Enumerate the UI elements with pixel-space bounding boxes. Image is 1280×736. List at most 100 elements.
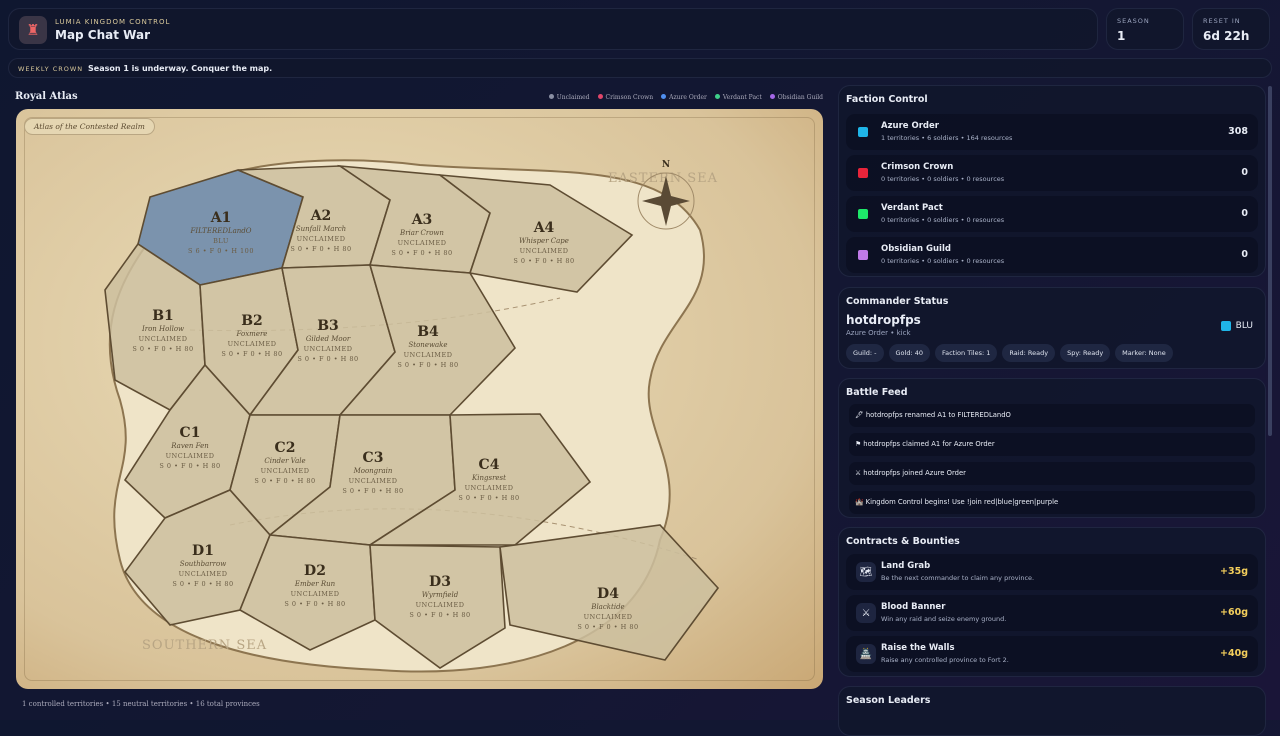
map-footer: 1 controlled territories • 15 neutral te… xyxy=(22,700,260,708)
faction-row: Obsidian Guild 0 territories • 0 soldiers… xyxy=(846,237,1258,273)
faction-row: Verdant Pact 0 territories • 0 soldiers •… xyxy=(846,196,1258,232)
territory-stats: S 6 • F 0 • H 100 xyxy=(188,247,254,255)
map-legend: Unclaimed Crimson Crown Azure Order Verdant… xyxy=(548,94,823,101)
territory-name: FILTEREDLandO xyxy=(189,227,251,235)
faction-row: Azure Order 1 territories • 6 soldiers • … xyxy=(846,114,1258,150)
territory-shape[interactable] xyxy=(499,524,720,661)
territory-shape[interactable] xyxy=(369,544,506,669)
panel-title: Battle Feed xyxy=(846,387,908,398)
territory-stats: S 0 • F 0 • H 80 xyxy=(254,477,315,485)
sea-label-south: SOUTHERN SEA xyxy=(142,638,267,653)
commander-name: hotdropfps xyxy=(846,313,921,327)
faction-name: Obsidian Guild xyxy=(881,244,951,254)
compass-icon: N xyxy=(637,160,695,230)
team-swatch xyxy=(1220,321,1231,331)
contract-row: ⚔ Blood Banner Win any raid and seize enem… xyxy=(846,595,1258,631)
status-chip: Gold: 40 xyxy=(888,344,930,362)
territory-id: A1 xyxy=(210,210,232,226)
feed-text: hotdropfps joined Azure Order xyxy=(863,469,966,477)
feed-icon: 🖋 xyxy=(855,411,864,419)
contract-name: Raise the Walls xyxy=(881,643,955,653)
panel-title: Contracts & Bounties xyxy=(846,536,960,547)
territory-id: B3 xyxy=(317,318,339,334)
territory-stats: S 0 • F 0 • H 80 xyxy=(297,355,358,363)
legend-item: Azure Order xyxy=(661,94,707,101)
territory-owner: UNCLAIMED xyxy=(304,345,353,353)
feed-item: 🖋 hotdropfps renamed A1 to FILTEREDLandO xyxy=(849,404,1255,427)
territory-shape[interactable] xyxy=(437,173,634,293)
territory-stats: S 0 • F 0 • H 80 xyxy=(342,487,403,495)
stat-value: 1 xyxy=(1117,29,1126,43)
territory-name: Raven Fen xyxy=(170,442,209,450)
battle-feed-panel: Battle Feed 🖋 hotdropfps renamed A1 to F… xyxy=(838,378,1266,518)
compass-north: N xyxy=(662,160,670,170)
fortress-icon: 🏯 xyxy=(856,644,876,664)
territory-id: D3 xyxy=(429,574,451,590)
reset-stat: RESET IN 6d 22h xyxy=(1192,8,1270,50)
territory-id: D1 xyxy=(192,543,214,559)
territory-name: Kingsrest xyxy=(471,474,506,482)
faction-swatch xyxy=(858,168,868,178)
faction-swatch xyxy=(858,127,868,137)
contract-reward: +40g xyxy=(1220,648,1248,659)
stat-value: 6d 22h xyxy=(1203,29,1250,43)
scrollbar[interactable] xyxy=(1268,86,1272,436)
panel-title: Commander Status xyxy=(846,296,949,307)
legend-item: Unclaimed xyxy=(548,94,590,101)
legend-dot xyxy=(714,94,720,99)
contract-name: Land Grab xyxy=(881,561,931,571)
weekly-ticker: WEEKLY CROWN Season 1 is underway. Conqu… xyxy=(8,58,1272,78)
territory-id: A3 xyxy=(411,212,433,228)
commander-panel: Commander Status hotdropfps Azure Order … xyxy=(838,287,1266,369)
app-header: ♜ LUMIA KINGDOM CONTROL Map Chat War xyxy=(8,8,1098,50)
territory-owner: UNCLAIMED xyxy=(349,477,398,485)
territory-owner: UNCLAIMED xyxy=(520,247,569,255)
contract-row: 🗺 Land Grab Be the next commander to claim… xyxy=(846,554,1258,590)
contract-desc: Raise any controlled province to Fort 2. xyxy=(881,656,1009,664)
contract-desc: Win any raid and seize enemy ground. xyxy=(881,615,1007,623)
map-svg[interactable]: EASTERN SEA SOUTHERN SEA N A1FILTEREDLan… xyxy=(16,109,823,689)
territory-stats: S 0 • F 0 • H 80 xyxy=(409,611,470,619)
stat-label: SEASON xyxy=(1117,17,1150,25)
faction-score: 0 xyxy=(1241,208,1248,219)
app-kicker: LUMIA KINGDOM CONTROL xyxy=(55,18,171,26)
territory-stats: S 0 • F 0 • H 80 xyxy=(513,257,574,265)
territory-stats: S 0 • F 0 • H 80 xyxy=(397,361,458,369)
legend-item: Crimson Crown xyxy=(597,94,653,101)
faction-row: Crimson Crown 0 territories • 0 soldiers … xyxy=(846,155,1258,191)
team-label: BLU xyxy=(1235,321,1253,331)
territory-owner: UNCLAIMED xyxy=(416,601,465,609)
territory-name: Wyrmfield xyxy=(422,591,459,599)
territory-owner: UNCLAIMED xyxy=(404,351,453,359)
feed-text: hotdropfps renamed A1 to FILTEREDLandO xyxy=(865,411,1011,419)
legend-dot xyxy=(597,94,603,99)
territory-owner: BLU xyxy=(213,237,229,245)
panel-title: Faction Control xyxy=(846,94,928,105)
feed-icon: 🏰 xyxy=(855,498,864,506)
map-frame xyxy=(24,117,815,681)
contract-reward: +35g xyxy=(1220,566,1248,577)
territory-shape[interactable] xyxy=(238,534,376,651)
territory-id: C3 xyxy=(363,450,384,466)
faction-score: 0 xyxy=(1241,167,1248,178)
contract-desc: Be the next commander to claim any provi… xyxy=(881,574,1035,582)
territory-id: C4 xyxy=(479,457,500,473)
legend-item: Obsidian Guild xyxy=(769,94,823,101)
faction-score: 0 xyxy=(1241,249,1248,260)
territory-stats: S 0 • F 0 • H 80 xyxy=(221,350,282,358)
panel-title: Season Leaders xyxy=(846,695,931,706)
territory-owner: UNCLAIMED xyxy=(398,239,447,247)
territory-owner: UNCLAIMED xyxy=(139,335,188,343)
territory-name: Blacktide xyxy=(590,603,624,611)
faction-name: Azure Order xyxy=(881,121,939,131)
territory-stats: S 0 • F 0 • H 80 xyxy=(577,623,638,631)
map-canvas[interactable]: EASTERN SEA SOUTHERN SEA N A1 FILTEREDLan… xyxy=(16,109,823,689)
territory-name: Foxmere xyxy=(236,330,268,338)
